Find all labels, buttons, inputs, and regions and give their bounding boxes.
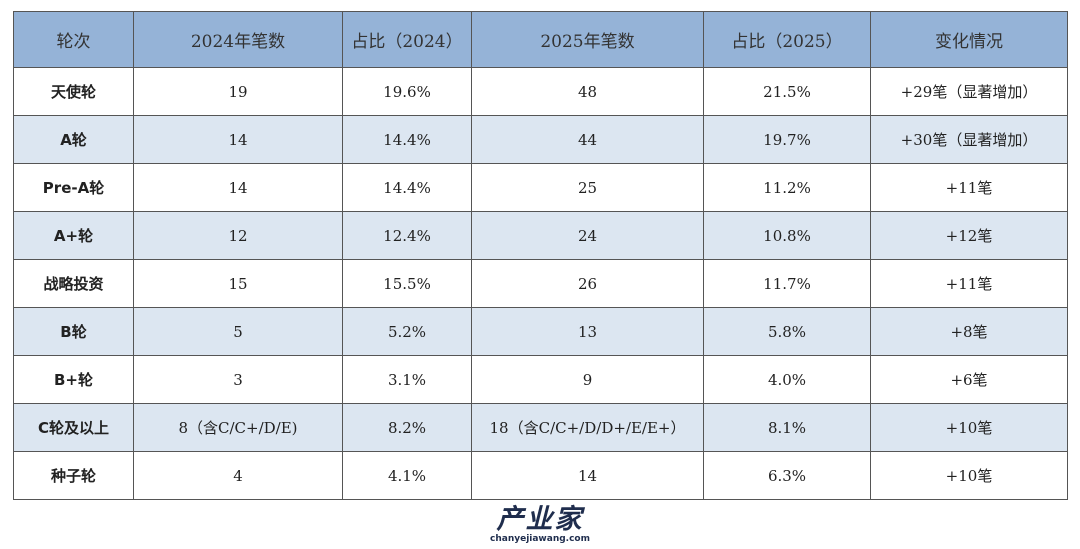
table-cell: 3.1% (342, 355, 472, 404)
table-row: C轮及以上 8（含C/C+/D/E) 8.2% 18（含C/C+/D/D+/E/E+）… (13, 403, 1068, 452)
table-cell: 4.1% (342, 451, 472, 500)
table-cell: 14.4% (342, 163, 472, 212)
column-header: 轮次 (13, 11, 134, 68)
table-cell: +6笔 (870, 355, 1068, 404)
round-name-cell: 战略投资 (13, 259, 134, 308)
table-cell: 11.7% (703, 259, 871, 308)
table-cell: 14.4% (342, 115, 472, 164)
column-header: 占比（2024） (342, 11, 472, 68)
round-name-cell: A轮 (13, 115, 134, 164)
column-header: 2024年笔数 (133, 11, 343, 68)
table-row: B+轮 3 3.1% 9 4.0% +6笔 (13, 355, 1068, 404)
table-row: 天使轮 19 19.6% 48 21.5% +29笔（显著增加） (13, 67, 1068, 116)
table-cell: 14 (133, 115, 343, 164)
table-row: Pre-A轮 14 14.4% 25 11.2% +11笔 (13, 163, 1068, 212)
table-cell: 15.5% (342, 259, 472, 308)
watermark-logo: 产业家 chanyejiawang.com (479, 504, 601, 545)
table-row: 种子轮 4 4.1% 14 6.3% +10笔 (13, 451, 1068, 500)
table-cell: +29笔（显著增加） (870, 67, 1068, 116)
table-cell: 5.8% (703, 307, 871, 356)
round-name-cell: C轮及以上 (13, 403, 134, 452)
table-cell: 19.6% (342, 67, 472, 116)
funding-rounds-table: 轮次 2024年笔数 占比（2024） 2025年笔数 占比（2025） 变化情况 天使轮… (13, 11, 1068, 500)
table-row: A轮 14 14.4% 44 19.7% +30笔（显著增加） (13, 115, 1068, 164)
round-name-cell: 种子轮 (13, 451, 134, 500)
table-cell: 21.5% (703, 67, 871, 116)
table-cell: 14 (471, 451, 704, 500)
table-cell: 19 (133, 67, 343, 116)
table-cell: +10笔 (870, 403, 1068, 452)
table-cell: 48 (471, 67, 704, 116)
round-name-cell: B+轮 (13, 355, 134, 404)
table-cell: 15 (133, 259, 343, 308)
table-cell: 12 (133, 211, 343, 260)
table-cell: +8笔 (870, 307, 1068, 356)
table-cell: 26 (471, 259, 704, 308)
table-cell: 18（含C/C+/D/D+/E/E+） (471, 403, 704, 452)
table-cell: 24 (471, 211, 704, 260)
table-cell: 12.4% (342, 211, 472, 260)
table-cell: 8（含C/C+/D/E) (133, 403, 343, 452)
table-cell: 19.7% (703, 115, 871, 164)
table-row: 战略投资 15 15.5% 26 11.7% +11笔 (13, 259, 1068, 308)
table-cell: 5 (133, 307, 343, 356)
table-cell: 44 (471, 115, 704, 164)
table-cell: 8.1% (703, 403, 871, 452)
table-cell: 14 (133, 163, 343, 212)
table-cell: 3 (133, 355, 343, 404)
logo-text: 产业家 (496, 504, 584, 535)
round-name-cell: A+轮 (13, 211, 134, 260)
logo-url: chanyejiawang.com (490, 534, 590, 544)
table-cell: 5.2% (342, 307, 472, 356)
table-row: B轮 5 5.2% 13 5.8% +8笔 (13, 307, 1068, 356)
table-cell: +30笔（显著增加） (870, 115, 1068, 164)
header-row: 轮次 2024年笔数 占比（2024） 2025年笔数 占比（2025） 变化情况 (13, 11, 1068, 68)
round-name-cell: B轮 (13, 307, 134, 356)
table-row: A+轮 12 12.4% 24 10.8% +12笔 (13, 211, 1068, 260)
table-cell: +11笔 (870, 163, 1068, 212)
table-cell: +12笔 (870, 211, 1068, 260)
table-cell: +11笔 (870, 259, 1068, 308)
round-name-cell: Pre-A轮 (13, 163, 134, 212)
table-cell: 10.8% (703, 211, 871, 260)
column-header: 2025年笔数 (471, 11, 704, 68)
table-cell: 6.3% (703, 451, 871, 500)
table-cell: 4.0% (703, 355, 871, 404)
round-name-cell: 天使轮 (13, 67, 134, 116)
table-cell: 4 (133, 451, 343, 500)
table-cell: 11.2% (703, 163, 871, 212)
column-header: 占比（2025） (703, 11, 871, 68)
table-cell: 13 (471, 307, 704, 356)
table-cell: +10笔 (870, 451, 1068, 500)
table-cell: 25 (471, 163, 704, 212)
table-cell: 9 (471, 355, 704, 404)
column-header: 变化情况 (870, 11, 1068, 68)
table-cell: 8.2% (342, 403, 472, 452)
